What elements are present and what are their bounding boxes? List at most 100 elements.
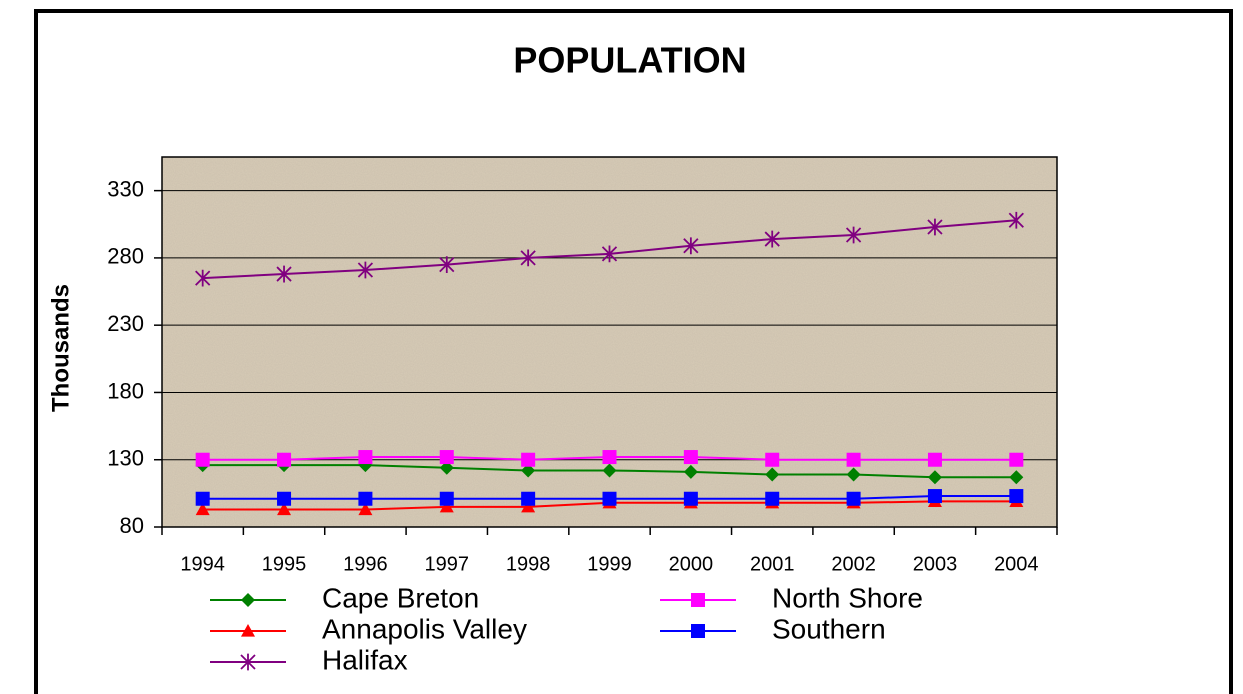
x-tick-label: 1994 — [180, 553, 225, 575]
marker-shape — [845, 226, 862, 244]
plot-border — [161, 156, 1058, 528]
marker — [765, 491, 780, 506]
marker-shape — [277, 452, 292, 467]
marker — [765, 452, 780, 467]
marker-shape — [276, 265, 292, 283]
marker — [521, 452, 536, 467]
marker — [846, 491, 861, 506]
legend-label: Cape Breton — [322, 582, 479, 613]
x-tick-label: 1998 — [506, 553, 551, 575]
marker — [439, 460, 454, 475]
marker — [1008, 211, 1024, 229]
marker-shape — [277, 491, 292, 506]
marker — [241, 624, 255, 637]
chart-title: POPULATION — [513, 40, 746, 81]
marker — [927, 218, 943, 236]
x-tick-label: 1997 — [425, 553, 470, 575]
marker-shape — [765, 452, 780, 467]
marker — [358, 491, 373, 506]
marker-shape — [521, 463, 536, 478]
marker-shape — [927, 470, 942, 485]
marker — [276, 265, 292, 283]
marker-shape — [358, 450, 373, 465]
legend-label: North Shore — [772, 582, 923, 613]
marker-shape — [520, 249, 536, 267]
marker — [602, 463, 617, 478]
x-tick-label: 1996 — [343, 553, 388, 575]
marker — [765, 467, 780, 482]
marker-shape — [691, 624, 705, 638]
marker — [358, 502, 373, 516]
marker — [439, 499, 454, 513]
marker — [602, 450, 617, 465]
y-tick-label: 280 — [107, 244, 144, 269]
x-tick-label: 2003 — [913, 553, 958, 575]
marker — [1009, 452, 1024, 467]
marker — [1009, 489, 1024, 504]
marker-shape — [602, 463, 617, 478]
marker — [521, 499, 536, 513]
marker — [240, 653, 256, 671]
marker — [357, 261, 374, 279]
marker-shape — [240, 653, 256, 671]
marker-shape — [764, 230, 780, 248]
marker-shape — [1009, 452, 1024, 467]
marker-shape — [241, 624, 255, 637]
marker — [521, 463, 536, 478]
x-tick-label: 2000 — [669, 553, 714, 575]
marker-shape — [241, 593, 255, 607]
y-tick-label: 230 — [107, 311, 144, 336]
marker-shape — [927, 489, 942, 504]
marker-shape — [683, 237, 699, 255]
marker-shape — [846, 491, 861, 506]
x-tick-label: 2004 — [994, 553, 1039, 575]
marker — [439, 491, 454, 506]
marker-shape — [195, 269, 211, 287]
y-tick-label: 80 — [120, 513, 144, 538]
marker-shape — [277, 502, 292, 516]
x-tick-label: 1999 — [587, 553, 632, 575]
marker — [764, 230, 780, 248]
marker — [683, 450, 698, 465]
x-tick-label: 2001 — [750, 553, 795, 575]
marker-shape — [602, 450, 617, 465]
marker-shape — [357, 261, 374, 279]
marker-shape — [602, 491, 617, 506]
marker-shape — [927, 218, 943, 236]
marker-shape — [521, 491, 536, 506]
x-tick-label: 2002 — [831, 553, 876, 575]
marker-shape — [439, 450, 454, 465]
marker-shape — [765, 491, 780, 506]
marker — [439, 450, 454, 465]
marker — [845, 226, 862, 244]
marker — [277, 491, 292, 506]
marker-shape — [521, 499, 536, 513]
marker — [195, 269, 211, 287]
marker — [439, 256, 455, 274]
marker-shape — [1009, 470, 1024, 485]
marker — [683, 237, 699, 255]
marker-shape — [439, 491, 454, 506]
marker — [927, 489, 942, 504]
marker-shape — [439, 460, 454, 475]
marker-shape — [927, 452, 942, 467]
marker-shape — [439, 256, 455, 274]
marker — [601, 245, 618, 263]
marker — [195, 491, 210, 506]
marker-shape — [195, 452, 210, 467]
legend-label: Southern — [772, 613, 886, 644]
marker-shape — [846, 467, 861, 482]
y-tick-label: 330 — [107, 176, 144, 201]
marker — [927, 452, 942, 467]
marker — [846, 467, 861, 482]
marker-shape — [1008, 211, 1024, 229]
y-tick-label: 130 — [107, 446, 144, 471]
x-tick-label: 1995 — [262, 553, 307, 575]
marker — [683, 491, 698, 506]
marker-shape — [521, 452, 536, 467]
marker-shape — [846, 452, 861, 467]
y-tick-label: 180 — [107, 378, 144, 403]
legend-label: Annapolis Valley — [322, 613, 527, 644]
marker-shape — [358, 491, 373, 506]
